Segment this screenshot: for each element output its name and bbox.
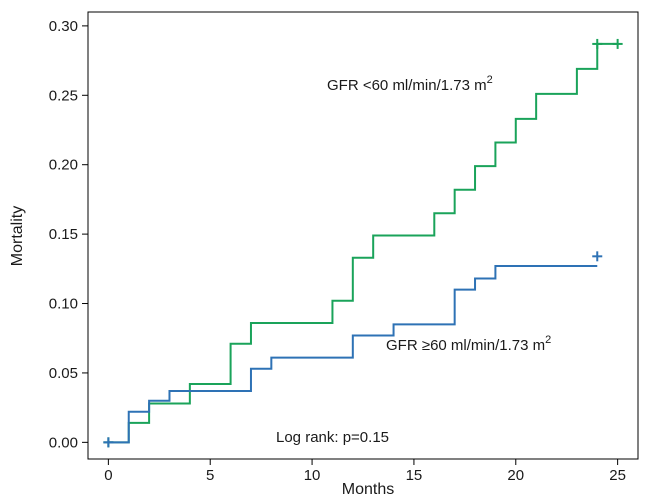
- logrank-annotation: Log rank: p=0.15: [276, 429, 389, 446]
- x-tick-label: 20: [507, 467, 524, 484]
- censor-mark: [592, 38, 603, 49]
- x-tick-label: 10: [304, 467, 321, 484]
- x-tick-label: 0: [104, 467, 112, 484]
- x-tick-label: 15: [406, 467, 423, 484]
- x-axis-ticks: 0 5 10 15 20 25: [104, 459, 626, 484]
- series-line-2: [108, 265, 598, 444]
- y-tick-label: 0.10: [49, 296, 78, 313]
- y-tick-label: 0.00: [49, 434, 78, 451]
- series-label-gfr-above-60: GFR ≥60 ml/min/1.73 m2: [386, 334, 551, 354]
- x-tick-label: 5: [206, 467, 214, 484]
- y-tick-label: 0.15: [49, 226, 78, 243]
- y-axis-title: Mortality: [9, 206, 26, 266]
- censor-mark: [592, 251, 603, 262]
- series-label-gfr-below-60: GFR <60 ml/min/1.73 m2: [327, 74, 493, 94]
- y-tick-label: 0.30: [49, 18, 78, 35]
- x-axis-title: Months: [342, 481, 394, 498]
- series-lines: [103, 38, 623, 448]
- plot-frame: [87, 11, 639, 460]
- y-tick-label: 0.20: [49, 157, 78, 174]
- x-tick-label: 25: [609, 467, 626, 484]
- y-axis-ticks: 0.00 0.05 0.10 0.15 0.20 0.25 0.30: [49, 18, 88, 451]
- y-tick-label: 0.05: [49, 365, 78, 382]
- censor-mark: [103, 437, 114, 448]
- series-line-1: [108, 42, 618, 444]
- y-tick-label: 0.25: [49, 87, 78, 104]
- censor-mark: [612, 38, 623, 49]
